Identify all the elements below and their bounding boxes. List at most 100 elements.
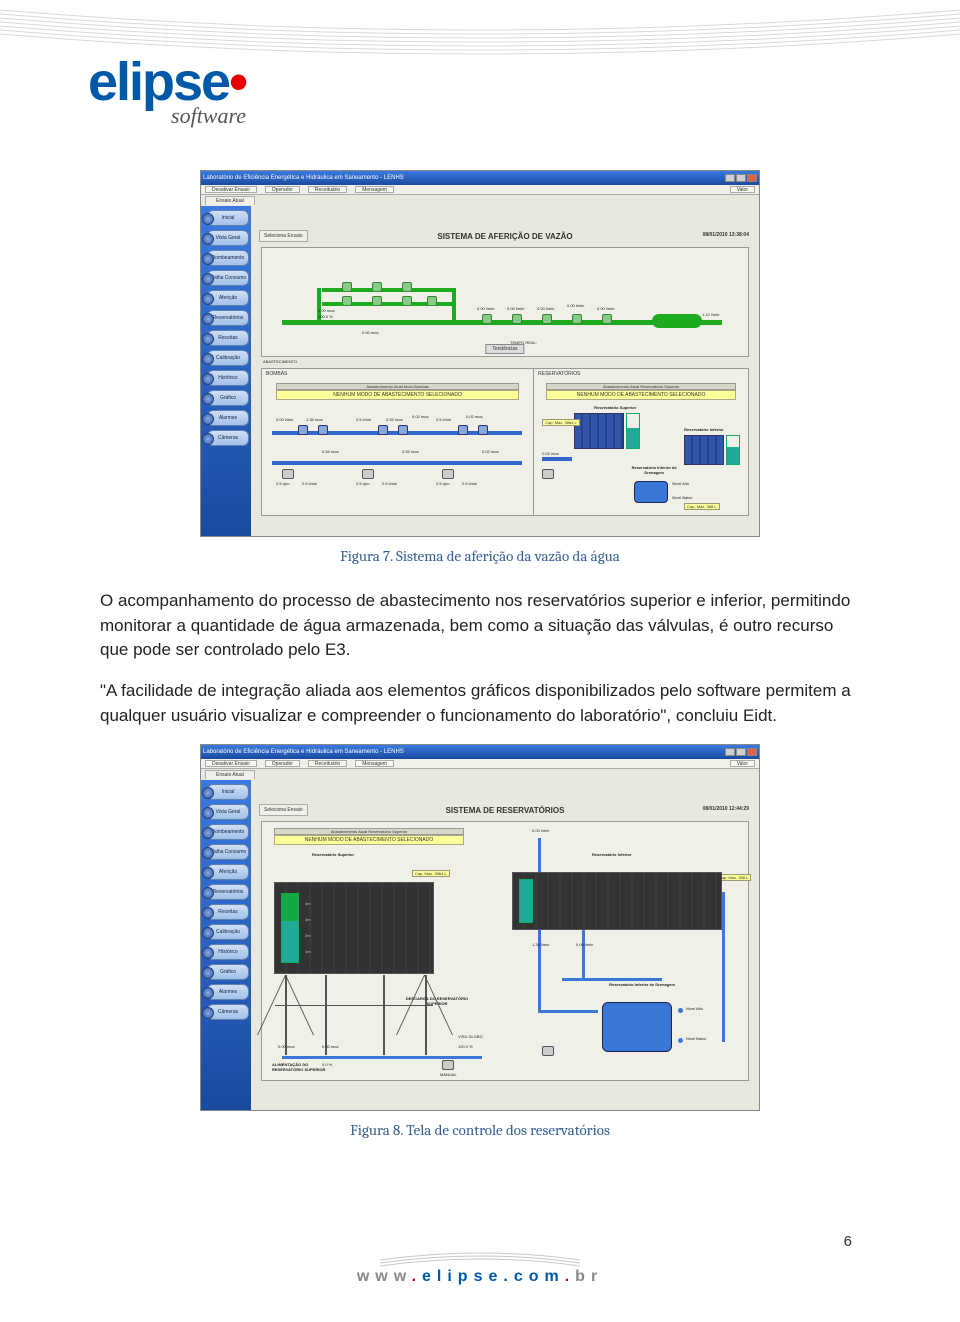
sidebar-item[interactable]: Calibração [207,924,249,940]
reservatorio-inferior [512,872,722,930]
sidebar-item[interactable]: Bombeamento [207,824,249,840]
reading: 0.00 l/min [532,828,549,833]
select-ensaio-button[interactable]: Seleciona Ensaio [259,230,308,242]
label: Reservatório Inferior de Drenagem [624,465,684,475]
label: VISU GLOBO [458,1034,483,1039]
window-menubar: Desativar Ensaio Operador Receituário Me… [201,185,759,195]
menu-item[interactable]: Operador [265,760,300,767]
window-controls [725,174,757,182]
menu-item[interactable]: Desativar Ensaio [205,186,257,193]
logo: elipse• software [88,58,246,129]
sidebar-item[interactable]: Calibração [207,350,249,366]
sidebar-item[interactable]: Receitas [207,330,249,346]
sidebar-item[interactable]: Receitas [207,904,249,920]
footer-url: www.elipse.com.br [0,1268,960,1286]
tab-row: Ensaio Atual [201,769,759,780]
sidebar-item[interactable]: Alarmes [207,410,249,426]
label: Reservatório Superior [312,852,354,857]
label: Reservatório Inferior [592,852,631,857]
tab-active[interactable]: Ensaio Atual [205,770,255,779]
sidebar-item[interactable]: Inicial [207,784,249,800]
sidebar-item[interactable]: Malha Consumo [207,270,249,286]
sidebar-item[interactable]: Malha Consumo [207,844,249,860]
sidebar-item[interactable]: Gráfico [207,390,249,406]
reading: 0.5 rpm [356,481,370,486]
sidebar-item[interactable]: Câmeras [207,430,249,446]
reading: 100.0 % [458,1044,473,1049]
sidebar-item[interactable]: Gráfico [207,964,249,980]
sidebar-item[interactable]: Inicial [207,210,249,226]
sidebar-item[interactable]: Histórico [207,370,249,386]
page-header-arcs [0,0,960,60]
sidebar-item[interactable]: Reservatórios [207,884,249,900]
reading: 0.00 l/min [276,417,293,422]
reading: 1.38 l/min [532,942,549,947]
figure-7-caption: Figura 7. Sistema de aferição da vazão d… [100,547,860,565]
timestamp: 08/01/2010 13:38:04 [703,232,749,238]
window-title: Laboratório de Eficiência Energética e H… [203,749,404,755]
menu-item[interactable]: Mensagem [355,760,394,767]
page-number: 6 [844,1233,852,1250]
sidebar-item[interactable]: Reservatórios [207,310,249,326]
menu-item[interactable]: Mensagem [355,186,394,193]
sidebar-item[interactable]: Vista Geral [207,230,249,246]
level-label: Nível Baixo [672,495,692,500]
level-label: Nível Alto [672,481,689,486]
reading: 0.02 mca [466,414,482,419]
reading: 0.00 mca [318,308,334,313]
status-banner: NENHUM MODO DE ABASTECIMENTO SELECIONADO [276,390,519,400]
reading: 0.00 l/min [537,306,554,311]
window-menubar: Desativar Ensaio Operador Receituário Me… [201,759,759,769]
sidebar-item[interactable]: Aferição [207,290,249,306]
label: Reservatório Superior [594,405,636,410]
reading: 1.12 l/min [702,312,719,317]
main-panel: Seleciona Ensaio 08/01/2010 12:44:29 SIS… [251,780,759,1110]
sidebar-item[interactable]: Alarmes [207,984,249,1000]
capacity-label: Cap. Max. 3864 L [412,870,450,877]
window-controls [725,748,757,756]
menu-item[interactable]: Receituário [308,760,347,767]
sidebar: Inicial Vista Geral Bombeamento Malha Co… [201,206,251,536]
menu-item[interactable]: Valor [730,186,755,193]
sidebar-item[interactable]: Aferição [207,864,249,880]
label: Reservatório Inferior [684,427,723,432]
figure-8-screenshot: Laboratório de Eficiência Energética e H… [200,744,760,1111]
sidebar-item[interactable]: Câmeras [207,1004,249,1020]
capacity-label: Cap. Max. 3864 L [542,419,580,426]
menu-item[interactable]: Desativar Ensaio [205,760,257,767]
timestamp: 08/01/2010 12:44:29 [703,806,749,812]
reading: 0.5 l/min [436,417,451,422]
reading: 0.5 l/min [462,481,477,486]
reading: 0.5 rpm [276,481,290,486]
figure-8-caption: Figura 8. Tela de controle dos reservató… [100,1121,860,1139]
reading: 0.5 l/min [302,481,317,486]
tendencias-button[interactable]: Tendências [485,344,524,354]
reading: 0.00 mca [278,1044,294,1049]
sidebar-item[interactable]: Vista Geral [207,804,249,820]
system-title: SISTEMA DE RESERVATÓRIOS [255,806,755,815]
reading: 0.5 l/min [382,481,397,486]
sidebar-item[interactable]: Bombeamento [207,250,249,266]
tab-active[interactable]: Ensaio Atual [205,196,255,205]
window-titlebar: Laboratório de Eficiência Energética e H… [201,171,759,185]
reading: 0.00 l/min [567,303,584,308]
select-ensaio-button[interactable]: Seleciona Ensaio [259,804,308,816]
status-banner: NENHUM MODO DE ABASTECIMENTO SELECIONADO [274,835,464,845]
level-label: Nível Baixo [686,1036,706,1041]
flow-diagram: 0.00 mca 100.0 % 0.00 mca 0.00 l/min 0.0… [261,247,749,357]
banner-header: Abastecimento Atual Moto-Bombas [276,383,519,390]
label: MANUAL [440,1072,457,1077]
reading: 0.00 l/min [477,306,494,311]
sidebar-item[interactable]: Histórico [207,944,249,960]
menu-item[interactable]: Valor [730,760,755,767]
status-banner: NENHUM MODO DE ABASTECIMENTO SELECIONADO [546,390,736,400]
menu-item[interactable]: Operador [265,186,300,193]
banner-header: Abastecimento Atual Reservatório Superio… [546,383,736,390]
main-panel: Seleciona Ensaio 08/01/2010 13:38:04 SIS… [251,206,759,536]
label: ALIMENTAÇÃO DO RESERVATÓRIO SUPERIOR [272,1062,328,1072]
menu-item[interactable]: Receituário [308,186,347,193]
reading: 0.02 mca [482,449,498,454]
page-footer: www.elipse.com.br [0,1250,960,1322]
reading: 0.00 l/min [597,306,614,311]
reading: 100.0 % [318,314,333,319]
